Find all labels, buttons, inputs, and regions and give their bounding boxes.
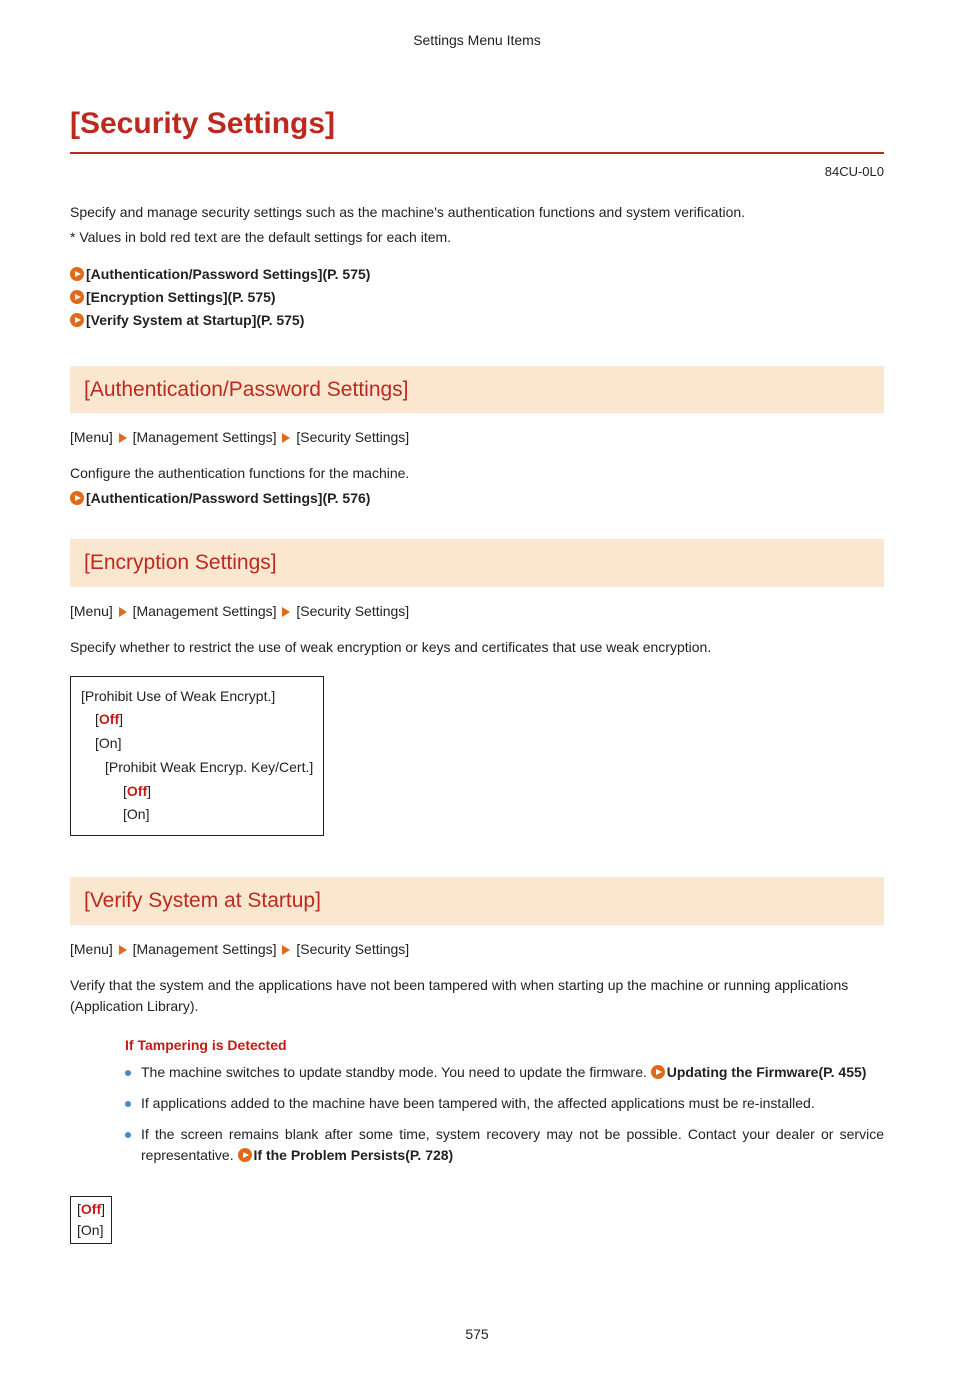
bullet-icon: [125, 1132, 131, 1138]
bullet-item: If applications added to the machine hav…: [125, 1093, 884, 1114]
breadcrumb-part: [Security Settings]: [296, 941, 409, 957]
breadcrumb-part: [Management Settings]: [133, 603, 277, 619]
section-heading-encryption: [Encryption Settings]: [70, 539, 884, 587]
bullet-item: The machine switches to update standby m…: [125, 1062, 884, 1083]
breadcrumb-part: [Menu]: [70, 603, 113, 619]
toc-list: [Authentication/Password Settings](P. 57…: [70, 264, 884, 331]
intro-text-1: Specify and manage security settings suc…: [70, 202, 884, 223]
page-number: 575: [70, 1324, 884, 1345]
breadcrumb: [Menu] [Management Settings] [Security S…: [70, 427, 884, 449]
chevron-right-icon: [119, 940, 127, 961]
settings-option-box: [Off] [On]: [70, 1196, 112, 1244]
bullet-icon: [125, 1101, 131, 1107]
setting-item-label: [Prohibit Weak Encryp. Key/Cert.]: [81, 756, 313, 780]
bullet-item: If the screen remains blank after some t…: [125, 1124, 884, 1166]
page-header: Settings Menu Items: [70, 30, 884, 51]
toc-item[interactable]: [Encryption Settings](P. 575): [70, 287, 884, 308]
cross-ref-link[interactable]: Updating the Firmware(P. 455): [667, 1064, 867, 1080]
link-icon: [238, 1147, 252, 1161]
bullet-text: If the screen remains blank after some t…: [141, 1124, 884, 1166]
setting-value-default: [Off]: [81, 780, 313, 804]
section-desc: Configure the authentication functions f…: [70, 463, 884, 484]
cross-ref-link[interactable]: If the Problem Persists(P. 728): [254, 1147, 454, 1163]
link-icon: [70, 490, 84, 504]
breadcrumb: [Menu] [Management Settings] [Security S…: [70, 939, 884, 961]
link-icon: [651, 1064, 665, 1078]
breadcrumb-part: [Management Settings]: [133, 429, 277, 445]
setting-value: [On]: [81, 732, 313, 756]
breadcrumb-part: [Security Settings]: [296, 603, 409, 619]
tamper-title: If Tampering is Detected: [125, 1035, 884, 1056]
chevron-right-icon: [282, 940, 290, 961]
cross-ref-label: [Authentication/Password Settings](P. 57…: [86, 490, 370, 506]
chevron-right-icon: [282, 428, 290, 449]
chevron-right-icon: [282, 602, 290, 623]
tamper-note-block: If Tampering is Detected The machine swi…: [70, 1035, 884, 1166]
section-desc: Verify that the system and the applicati…: [70, 975, 884, 1017]
bullet-text: The machine switches to update standby m…: [141, 1062, 884, 1083]
bullet-text: If applications added to the machine hav…: [141, 1093, 884, 1114]
cross-ref-link[interactable]: [Authentication/Password Settings](P. 57…: [70, 488, 884, 509]
toc-item[interactable]: [Authentication/Password Settings](P. 57…: [70, 264, 884, 285]
breadcrumb-part: [Management Settings]: [133, 941, 277, 957]
setting-value-default: [Off]: [77, 1199, 105, 1220]
setting-value: [On]: [81, 803, 313, 827]
toc-item-label: [Authentication/Password Settings](P. 57…: [86, 266, 370, 282]
breadcrumb: [Menu] [Management Settings] [Security S…: [70, 601, 884, 623]
link-icon: [70, 289, 84, 303]
breadcrumb-part: [Menu]: [70, 941, 113, 957]
setting-item-label: [Prohibit Use of Weak Encrypt.]: [81, 685, 313, 709]
section-heading-verify: [Verify System at Startup]: [70, 877, 884, 925]
intro-text-2: * Values in bold red text are the defaul…: [70, 227, 884, 248]
toc-item-label: [Encryption Settings](P. 575): [86, 289, 276, 305]
setting-value: [On]: [77, 1220, 105, 1241]
breadcrumb-part: [Menu]: [70, 429, 113, 445]
section-heading-auth: [Authentication/Password Settings]: [70, 366, 884, 414]
bullet-icon: [125, 1070, 131, 1076]
settings-option-box: [Prohibit Use of Weak Encrypt.] [Off] [O…: [70, 676, 324, 837]
section-desc: Specify whether to restrict the use of w…: [70, 637, 884, 658]
page-title: [Security Settings]: [70, 101, 884, 154]
link-icon: [70, 312, 84, 326]
setting-value-default: [Off]: [81, 708, 313, 732]
chevron-right-icon: [119, 602, 127, 623]
chevron-right-icon: [119, 428, 127, 449]
link-icon: [70, 266, 84, 280]
toc-item-label: [Verify System at Startup](P. 575): [86, 312, 304, 328]
breadcrumb-part: [Security Settings]: [296, 429, 409, 445]
toc-item[interactable]: [Verify System at Startup](P. 575): [70, 310, 884, 331]
doc-code: 84CU-0L0: [70, 162, 884, 182]
